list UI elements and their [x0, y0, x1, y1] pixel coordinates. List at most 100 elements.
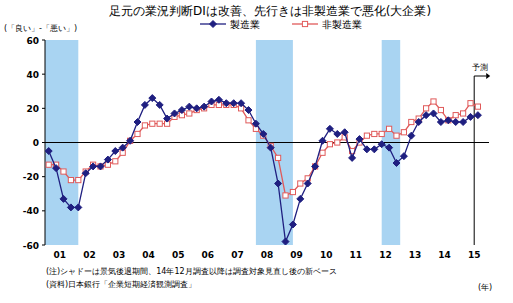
x-tick-label: 02: [83, 250, 96, 260]
marker: [53, 165, 60, 172]
marker: [431, 99, 436, 104]
marker: [76, 177, 81, 182]
chart: 足元の業況判断DIは改善、先行きは非製造業で悪化(大企業)(「良い」-「悪い」)…: [0, 0, 513, 303]
marker: [82, 170, 89, 177]
x-tick-label: 01: [54, 250, 67, 260]
marker: [283, 193, 288, 198]
forecast-arrowhead: [486, 73, 490, 79]
marker: [68, 177, 73, 182]
marker: [275, 180, 282, 187]
marker: [335, 140, 340, 145]
marker: [364, 133, 369, 138]
marker: [327, 142, 332, 147]
marker: [356, 136, 363, 143]
marker: [475, 104, 480, 109]
marker: [372, 131, 377, 136]
marker: [186, 103, 193, 110]
marker: [164, 115, 171, 122]
marker: [238, 100, 245, 107]
marker: [104, 156, 111, 163]
marker: [135, 131, 140, 136]
marker: [320, 150, 325, 155]
marker: [245, 107, 252, 114]
marker: [378, 141, 385, 148]
marker: [156, 101, 163, 108]
marker: [334, 130, 341, 137]
marker: [437, 119, 444, 126]
marker: [453, 113, 458, 118]
marker: [157, 121, 162, 126]
x-tick-label: 03: [113, 250, 126, 260]
marker: [90, 163, 97, 170]
forecast-line: [474, 76, 475, 245]
x-tick-label: 15: [468, 250, 481, 260]
marker: [304, 180, 311, 187]
plot-area: [45, 95, 481, 245]
marker: [246, 118, 251, 123]
y-tick: [42, 245, 45, 246]
marker: [461, 111, 466, 116]
y-tick-label: -20: [23, 172, 39, 182]
marker: [297, 195, 304, 202]
marker: [363, 146, 370, 153]
legend-marker: [210, 21, 217, 28]
marker: [282, 238, 289, 245]
marker: [208, 98, 215, 105]
marker: [113, 159, 118, 164]
x-tick-label: 04: [142, 250, 155, 260]
marker: [61, 169, 66, 174]
note: (注)シャドーは景気後退期間、14年12月調査以降は調査対象見直し後の新ベース: [46, 267, 337, 276]
marker: [223, 100, 230, 107]
marker: [394, 133, 399, 138]
y-tick-label: -40: [23, 206, 39, 216]
marker: [260, 130, 267, 137]
marker: [46, 162, 51, 167]
marker: [193, 105, 200, 112]
marker: [319, 137, 326, 144]
x-tick-label: 08: [261, 250, 274, 260]
marker: [45, 148, 52, 155]
marker: [149, 95, 156, 102]
marker: [474, 112, 481, 119]
y-axis-label: (「良い」-「悪い」): [4, 24, 77, 33]
y-tick: [42, 176, 45, 177]
marker: [119, 144, 126, 151]
y-tick-label: -60: [23, 241, 39, 251]
note: (資料)日本銀行「企業短期経済観測調査」: [46, 280, 196, 289]
marker: [371, 146, 378, 153]
marker: [276, 155, 281, 160]
marker: [67, 204, 74, 211]
y-tick: [42, 40, 45, 41]
marker: [386, 144, 393, 151]
marker: [438, 107, 443, 112]
marker: [468, 101, 473, 106]
marker: [290, 189, 295, 194]
marker: [230, 100, 237, 107]
marker: [97, 163, 104, 170]
series-line: [49, 102, 478, 196]
marker: [312, 163, 319, 170]
marker: [424, 106, 429, 111]
x-tick-label: 10: [320, 250, 333, 260]
series-line: [49, 98, 478, 242]
marker: [98, 164, 103, 169]
marker: [171, 110, 178, 117]
legend-label: 非製造業: [322, 19, 362, 30]
marker: [445, 117, 452, 124]
y-tick: [42, 74, 45, 75]
marker: [289, 221, 296, 228]
marker: [341, 129, 348, 136]
marker: [446, 118, 451, 123]
legend-label: 製造業: [230, 19, 260, 30]
forecast-arrow: [474, 76, 486, 77]
marker: [387, 126, 392, 131]
marker: [178, 107, 185, 114]
marker: [400, 153, 407, 160]
y-tick-label: 60: [26, 36, 39, 46]
x-tick-label: 09: [290, 250, 303, 260]
y-tick-label: 0: [33, 138, 39, 148]
legend-marker: [302, 21, 307, 26]
marker: [267, 144, 274, 151]
marker: [313, 164, 318, 169]
y-tick: [42, 142, 45, 143]
